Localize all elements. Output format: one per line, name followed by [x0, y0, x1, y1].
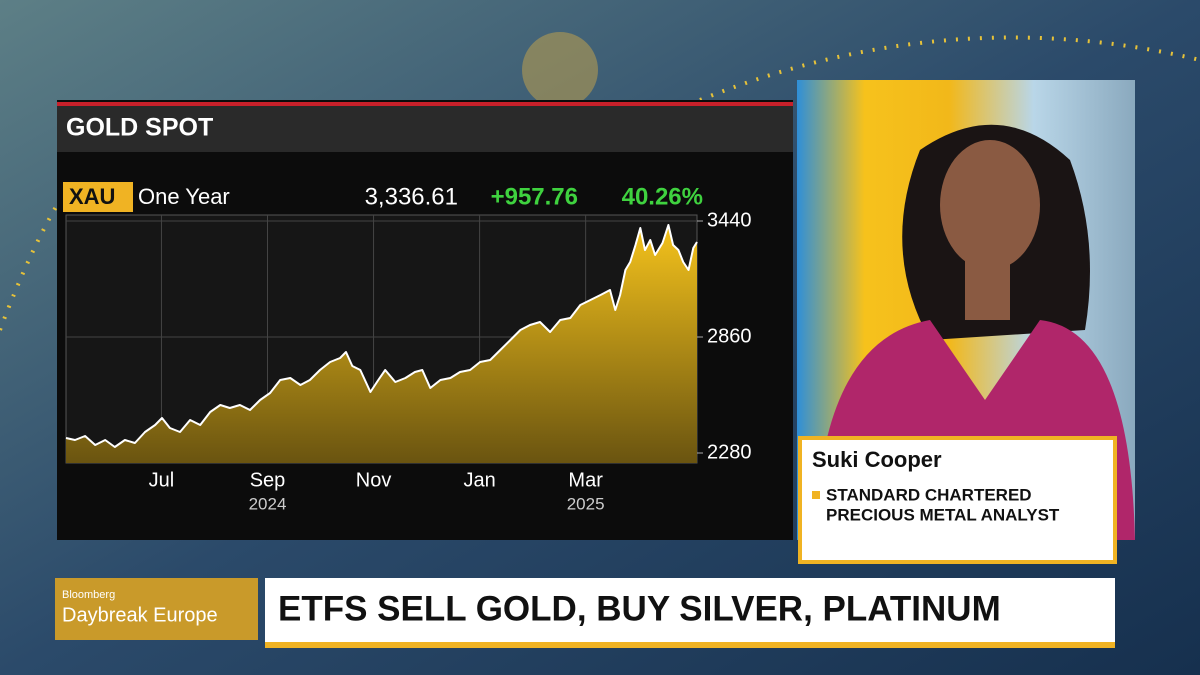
y-tick-label: 2860 — [707, 325, 752, 347]
bullet — [812, 491, 820, 499]
x-tick-label: Nov — [356, 469, 392, 491]
y-tick-label: 3440 — [707, 209, 752, 231]
x-tick-label: Jul — [149, 469, 175, 491]
guest-affiliation: STANDARD CHARTERED — [826, 485, 1032, 504]
x-year-label: 2024 — [249, 494, 287, 513]
title-bar — [57, 106, 793, 152]
y-tick-label: 2280 — [707, 441, 752, 463]
x-tick-label: Mar — [568, 469, 603, 491]
line — [65, 224, 698, 448]
guest-face — [940, 140, 1040, 270]
guest-name: Suki Cooper — [812, 447, 942, 472]
period: One Year — [138, 184, 230, 209]
program-box — [55, 578, 258, 640]
guest-role: PRECIOUS METAL ANALYST — [826, 505, 1060, 524]
ticker: XAU — [69, 184, 115, 209]
price-change: +957.76 — [491, 183, 578, 210]
last-price: 3,336.61 — [365, 183, 458, 210]
title-accent — [57, 102, 793, 106]
show-name: Daybreak Europe — [62, 604, 218, 626]
guest-neck — [965, 260, 1010, 320]
network: Bloomberg — [62, 589, 115, 601]
plot: 2280 2860 3440 Jul Sep Nov Jan Mar 2024 2025 — [65, 209, 752, 513]
x-tick-label: Jan — [463, 469, 495, 491]
area — [66, 225, 697, 463]
decor-arc — [699, 35, 1200, 102]
x-year-label: 2025 — [567, 494, 605, 513]
headline-accent — [265, 642, 1115, 648]
decor-blob — [522, 32, 598, 108]
name-card — [798, 436, 1117, 564]
headline: ETFS SELL GOLD, BUY SILVER, PLATINUM — [278, 589, 1001, 628]
x-tick-label: Sep — [250, 469, 286, 491]
percent-change: 40.26% — [622, 183, 703, 210]
ticker-badge — [63, 182, 133, 212]
chart-title: GOLD SPOT — [66, 114, 213, 142]
headline-box — [265, 578, 1115, 642]
